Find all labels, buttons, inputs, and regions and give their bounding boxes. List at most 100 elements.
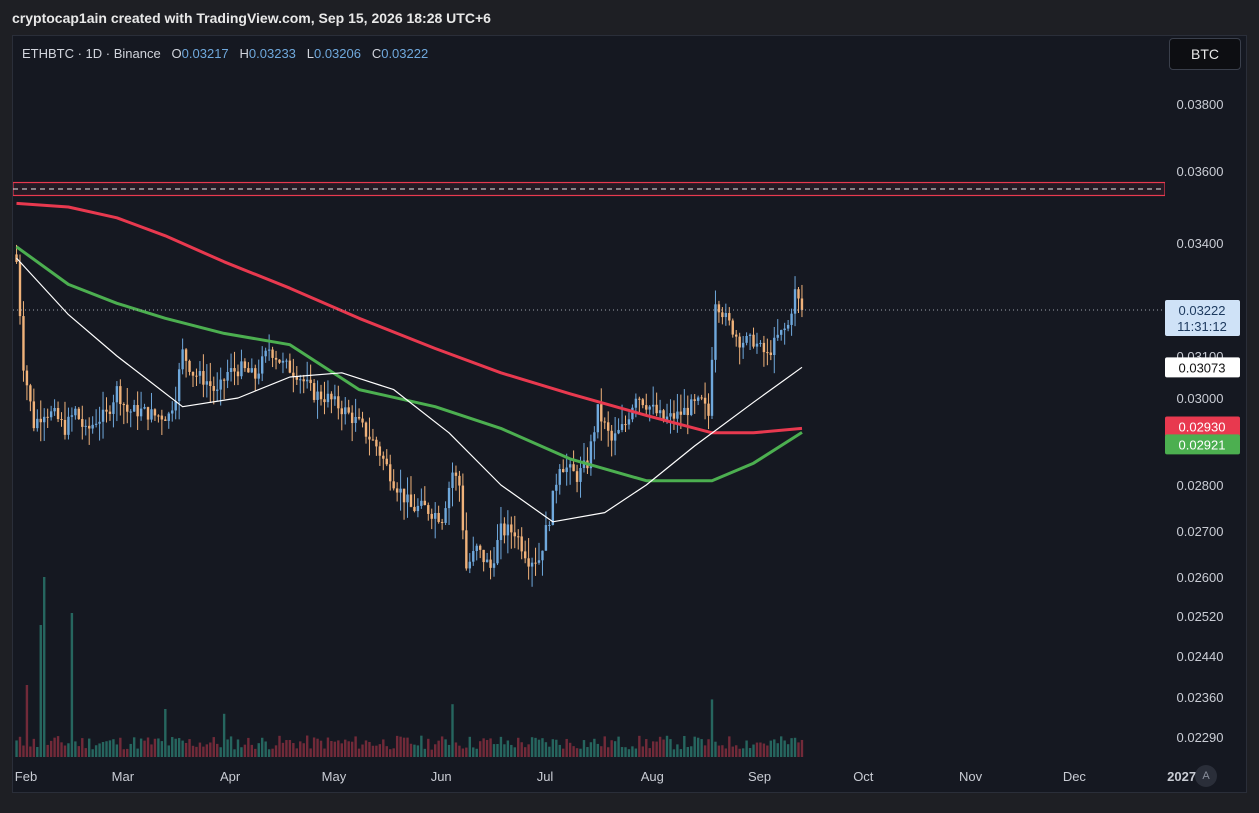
volume-bar (624, 747, 627, 757)
candle-body (49, 411, 53, 418)
currency-button[interactable]: BTC (1169, 38, 1241, 70)
volume-bar (292, 743, 295, 757)
auto-scale-button[interactable]: A (1195, 765, 1217, 787)
candle-body (589, 441, 593, 469)
candle-body (686, 407, 689, 416)
volume-bar (119, 737, 122, 757)
candle-body (84, 425, 87, 427)
moving-averages (15, 201, 803, 523)
candle-body (610, 430, 613, 441)
volume-bar (613, 741, 617, 757)
volume-bar (250, 744, 254, 757)
volume-bar (39, 625, 42, 757)
chart-attribution: cryptocap1ain created with TradingView.c… (12, 10, 491, 26)
volume-bar (478, 741, 482, 757)
candle-body (32, 401, 36, 429)
volume-bar (212, 737, 215, 757)
candle-body (330, 393, 333, 400)
volume-bar (105, 741, 108, 757)
candle-body (645, 405, 648, 410)
volume-bar (74, 741, 77, 757)
candle-body (783, 328, 786, 331)
volume-bar (458, 745, 461, 757)
volume-bar (748, 748, 752, 757)
volume-bar (454, 742, 458, 757)
volume-bar (188, 739, 191, 757)
candle-body (562, 469, 565, 473)
volume-bar (264, 741, 267, 757)
volume-bar (586, 747, 589, 757)
legend-high-label: H (239, 46, 249, 61)
volume-bar (395, 735, 399, 757)
candle-body (773, 337, 776, 356)
volume-bar (447, 744, 451, 757)
candle-body (212, 386, 215, 391)
volume-bar (364, 740, 368, 757)
volume-bar (513, 747, 516, 757)
candle-body (271, 349, 274, 358)
volume-bar (229, 736, 233, 757)
price-label-value: 0.03073 (1179, 360, 1226, 375)
candle-body (430, 513, 433, 519)
volume-bar (420, 735, 423, 757)
candle-body (427, 505, 430, 514)
x-tick-label: Dec (1063, 769, 1087, 784)
volume-bar (312, 737, 316, 757)
candle-body (641, 399, 644, 406)
volume-bar (281, 742, 285, 757)
candle-body (527, 558, 530, 567)
candle-body (655, 404, 658, 414)
volume-bar (295, 748, 298, 757)
volume-bar (15, 740, 18, 757)
volume-bar (378, 744, 382, 757)
candle-body (444, 508, 447, 523)
candle-body (240, 361, 243, 377)
candle-body (786, 324, 790, 329)
x-tick-label: Jun (431, 769, 452, 784)
candle-body (634, 398, 638, 408)
candle-body (534, 562, 537, 564)
candle-body (333, 396, 337, 400)
x-tick-label: Jul (537, 769, 554, 784)
volume-bar (129, 743, 132, 757)
candle-body (745, 336, 748, 343)
volume-bar (669, 739, 672, 757)
volume-bar (641, 746, 644, 757)
candle-body (523, 551, 527, 559)
x-tick-label: Feb (15, 769, 37, 784)
volume-bar (783, 740, 786, 757)
volume-bar (278, 735, 281, 757)
volume-bar (530, 737, 534, 757)
price-label-value: 0.02930 (1179, 419, 1226, 434)
candle-body (451, 472, 454, 488)
legend-open-value: 0.03217 (181, 46, 229, 61)
chart-panel[interactable] (12, 35, 1247, 793)
candle-body (126, 404, 129, 412)
volume-bar (555, 739, 558, 757)
volume-bar (101, 742, 105, 757)
volume-bar (762, 743, 766, 757)
volume-bar (665, 735, 669, 757)
candle-body (63, 419, 67, 435)
volume-bar (236, 739, 240, 757)
volume-bar (36, 746, 39, 757)
candle-body (29, 385, 32, 402)
candle-body (222, 379, 226, 381)
volume-bar (326, 737, 330, 757)
volume-bar (465, 747, 468, 757)
volume-bar (399, 736, 402, 757)
candle-body (721, 312, 724, 318)
candle-body (693, 399, 696, 401)
candle-body (558, 469, 561, 485)
candle-body (385, 458, 388, 465)
candle-body (461, 485, 465, 531)
volume-bar (271, 748, 274, 757)
candle-body (198, 371, 202, 376)
volume-bar (686, 747, 689, 757)
volume-bar (793, 737, 797, 757)
candle-body (70, 415, 74, 417)
candle-body (759, 342, 762, 344)
candle-body (517, 536, 520, 538)
